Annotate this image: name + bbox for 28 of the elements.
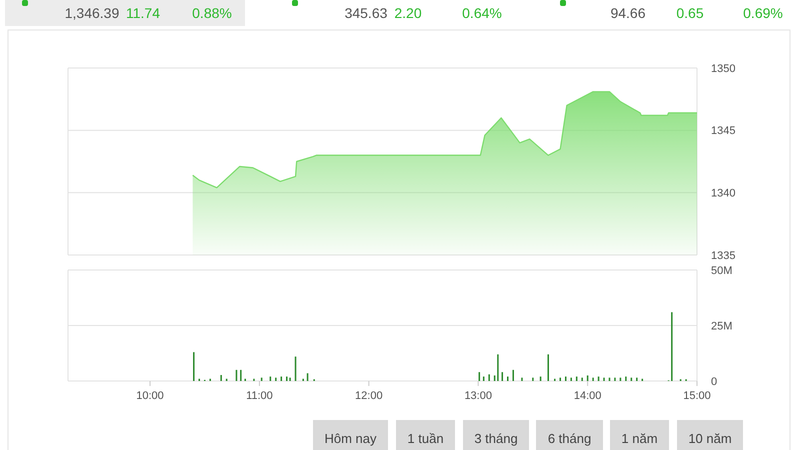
y-tick-label: 0 (711, 376, 718, 388)
text: Hôm nay (324, 431, 378, 446)
text: 11.74 (126, 5, 160, 21)
text: 1 năm (621, 431, 658, 446)
text: 94.66 (610, 5, 646, 21)
x-tick-label: 14:00 (574, 390, 602, 402)
x-tick-label: 13:00 (464, 390, 492, 402)
x-tick-label: 12:00 (355, 390, 383, 402)
y-tick-label: 1345 (711, 125, 736, 138)
y-tick-label: 1335 (711, 250, 736, 262)
text: 0.88% (192, 5, 232, 21)
y-tick-label: 25M (711, 320, 732, 332)
text: 1,346.39 (64, 5, 120, 21)
text: 0.64% (462, 5, 502, 21)
text: 0.65 (676, 5, 704, 21)
text: 2.20 (394, 5, 422, 21)
text: 10 năm (688, 431, 732, 446)
y-tick-label: 1350 (711, 62, 736, 75)
y-tick-label: 1340 (711, 188, 736, 200)
text: 6 tháng (548, 431, 592, 446)
text: 1 tuần (407, 431, 444, 446)
text: 3 tháng (474, 431, 518, 446)
x-tick-label: 15:00 (683, 390, 711, 402)
text: 345.63 (344, 5, 388, 21)
text: 0.69% (743, 5, 783, 21)
x-tick-label: 10:00 (136, 390, 164, 402)
y-tick-label: 50M (711, 264, 732, 277)
x-tick-label: 11:00 (246, 390, 273, 402)
